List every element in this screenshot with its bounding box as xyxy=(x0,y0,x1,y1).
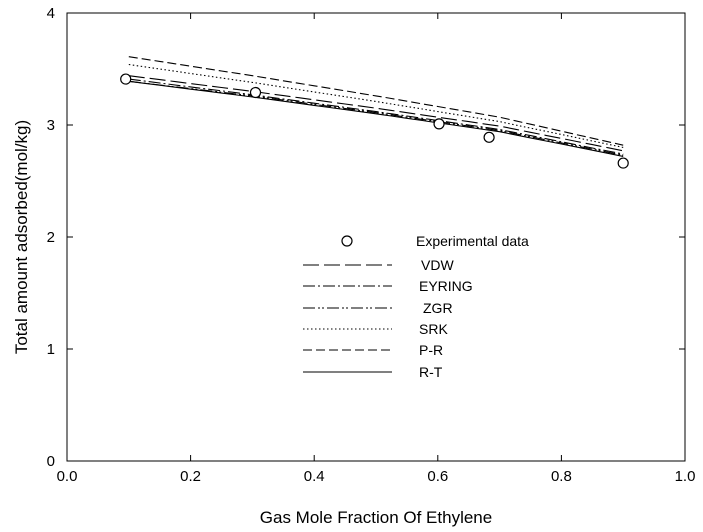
x-tick-label: 1.0 xyxy=(675,468,696,485)
experimental-points xyxy=(120,73,629,169)
experimental-point xyxy=(483,131,495,143)
experimental-point xyxy=(433,118,445,130)
y-tick-label: 1 xyxy=(47,341,55,358)
legend-marker-experimental xyxy=(341,235,353,247)
experimental-point xyxy=(120,73,132,85)
experimental-point xyxy=(617,157,629,169)
legend-label: P-R xyxy=(419,342,443,358)
y-tick-label: 2 xyxy=(47,229,55,246)
legend-label: SRK xyxy=(419,321,448,337)
y-axis-title: Total amount adsorbed(mol/kg) xyxy=(12,120,31,354)
series-line-srk xyxy=(128,63,624,148)
y-tick-label: 0 xyxy=(47,453,55,470)
series-line-p-r xyxy=(128,56,624,146)
legend: Experimental data VDW EYRING ZGR SRK P-R R-T xyxy=(303,233,529,380)
series-lines xyxy=(128,56,624,157)
legend-label: ZGR xyxy=(423,300,453,316)
legend-label: Experimental data xyxy=(416,233,529,249)
legend-label: R-T xyxy=(419,364,443,380)
x-tick-label: 0.4 xyxy=(304,468,325,485)
series-line-eyring xyxy=(128,78,624,155)
series-line-zgr xyxy=(128,80,624,156)
x-tick-label: 0.6 xyxy=(427,468,448,485)
y-tick-label: 4 xyxy=(47,5,55,22)
axis-ticks xyxy=(66,12,686,462)
x-tick-label: 0.0 xyxy=(57,468,78,485)
experimental-point xyxy=(249,86,262,99)
legend-label: VDW xyxy=(421,257,454,273)
legend-label: EYRING xyxy=(419,278,473,294)
y-tick-label: 3 xyxy=(47,117,55,134)
axis-tick-labels: 0.0 0.2 0.4 0.6 0.8 1.0 0 1 2 3 4 xyxy=(47,5,696,485)
x-axis-title: Gas Mole Fraction Of Ethylene xyxy=(260,508,492,527)
x-tick-label: 0.2 xyxy=(180,468,201,485)
x-tick-label: 0.8 xyxy=(551,468,572,485)
series-line-r-t xyxy=(128,80,624,157)
